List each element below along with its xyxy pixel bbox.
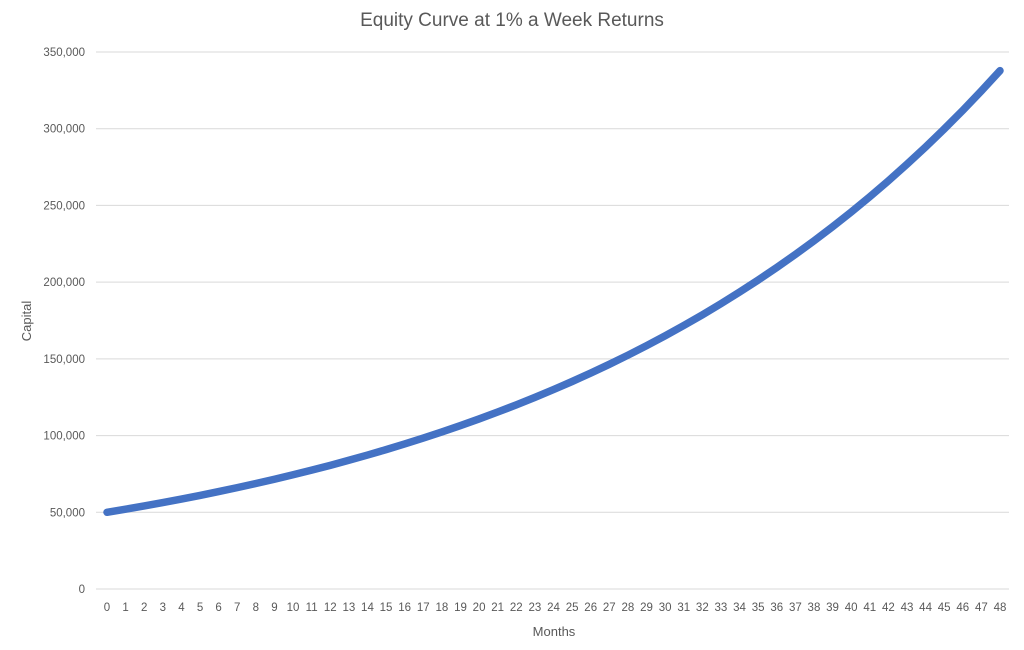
- x-tick-label: 3: [160, 602, 166, 614]
- x-tick-label: 13: [342, 602, 355, 614]
- y-tick-label: 100,000: [43, 431, 85, 443]
- x-tick-label: 14: [361, 602, 374, 614]
- x-tick-label: 30: [659, 602, 672, 614]
- x-tick-label: 46: [956, 602, 969, 614]
- x-tick-label: 12: [324, 602, 337, 614]
- y-tick-label: 0: [79, 584, 85, 596]
- x-tick-label: 20: [473, 602, 486, 614]
- x-tick-label: 29: [640, 602, 653, 614]
- x-tick-label: 43: [901, 602, 914, 614]
- x-tick-label: 8: [253, 602, 259, 614]
- x-tick-label: 36: [770, 602, 783, 614]
- y-tick-label: 350,000: [43, 47, 85, 59]
- x-tick-label: 45: [938, 602, 951, 614]
- x-tick-label: 10: [287, 602, 300, 614]
- x-tick-label: 4: [178, 602, 185, 614]
- x-tick-label: 35: [752, 602, 765, 614]
- x-tick-label: 25: [566, 602, 579, 614]
- x-tick-label: 40: [845, 602, 858, 614]
- x-tick-label: 44: [919, 602, 932, 614]
- y-tick-label: 50,000: [50, 507, 85, 519]
- x-tick-label: 5: [197, 602, 203, 614]
- x-axis-tick-labels: 0 1 2 3 4 5 6 7 8 9 10 11 12 13 14 15 16 17 18 19 20 21 22 23 24…: [104, 602, 1007, 614]
- x-tick-label: 6: [215, 602, 221, 614]
- x-tick-label: 37: [789, 602, 802, 614]
- x-tick-label: 28: [622, 602, 635, 614]
- x-tick-label: 15: [380, 602, 393, 614]
- x-tick-label: 19: [454, 602, 467, 614]
- x-tick-label: 27: [603, 602, 616, 614]
- x-tick-label: 41: [863, 602, 876, 614]
- y-axis-title: Capital: [19, 301, 34, 342]
- x-tick-label: 1: [122, 602, 128, 614]
- x-tick-label: 2: [141, 602, 147, 614]
- x-tick-label: 38: [808, 602, 821, 614]
- x-tick-label: 22: [510, 602, 523, 614]
- x-tick-label: 24: [547, 602, 560, 614]
- x-tick-label: 11: [306, 602, 318, 614]
- gridlines: [96, 51, 1009, 590]
- y-tick-label: 300,000: [43, 124, 85, 136]
- x-tick-label: 31: [677, 602, 690, 614]
- y-tick-label: 150,000: [43, 354, 85, 366]
- x-tick-label: 33: [715, 602, 728, 614]
- series-line: [103, 66, 1004, 517]
- x-tick-label: 17: [417, 602, 430, 614]
- x-tick-label: 32: [696, 602, 709, 614]
- x-tick-label: 47: [975, 602, 988, 614]
- x-tick-label: 34: [733, 602, 746, 614]
- x-tick-label: 26: [584, 602, 597, 614]
- x-tick-label: 39: [826, 602, 839, 614]
- x-tick-label: 48: [994, 602, 1007, 614]
- y-axis-tick-labels: 0 50,000 100,000 150,000 200,000 250,000 300,0…: [43, 47, 85, 596]
- x-tick-label: 7: [234, 602, 240, 614]
- x-tick-label: 21: [491, 602, 504, 614]
- x-tick-label: 16: [398, 602, 411, 614]
- y-tick-label: 250,000: [43, 200, 85, 212]
- x-tick-label: 23: [528, 602, 541, 614]
- series-layer: [103, 66, 1004, 517]
- x-tick-label: 9: [271, 602, 277, 614]
- x-tick-label: 42: [882, 602, 895, 614]
- x-axis-title: Months: [533, 624, 576, 639]
- x-tick-label: 18: [435, 602, 448, 614]
- y-tick-label: 200,000: [43, 277, 85, 289]
- x-tick-label: 0: [104, 602, 110, 614]
- chart-title: Equity Curve at 1% a Week Returns: [360, 10, 664, 31]
